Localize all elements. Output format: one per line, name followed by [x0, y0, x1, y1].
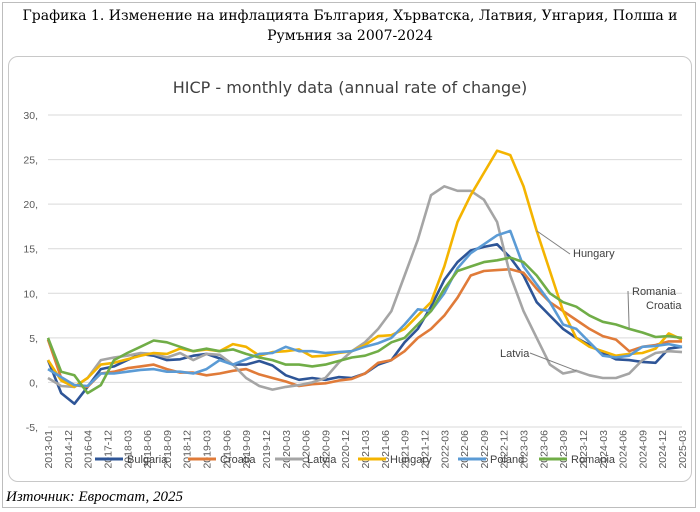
- x-tick-label: 2023-12: [578, 430, 590, 469]
- x-tick-label: 2021-09: [400, 430, 412, 469]
- annotation-leader-romania: [627, 290, 630, 329]
- x-tick-label: 2022-06: [459, 430, 471, 469]
- x-tick-label: 2019-09: [241, 430, 253, 469]
- x-tick-label: 2016-04: [83, 430, 95, 469]
- x-tick-label: 2018-12: [182, 430, 194, 469]
- series-lines: [46, 149, 683, 406]
- x-tick-label: 2024-09: [637, 430, 649, 469]
- y-tick-label: 30,: [23, 110, 38, 122]
- gridlines: [48, 114, 682, 428]
- x-tick-label: 2024-03: [598, 430, 610, 469]
- annotation-croatia: Croatia: [646, 300, 682, 312]
- series-line-bulgaria: [46, 243, 683, 406]
- x-tick-label: 2020-09: [320, 430, 332, 469]
- x-tick-label: 2023-06: [538, 430, 550, 469]
- x-tick-label: 2022-03: [439, 430, 451, 469]
- line-annotations: Hungary Romania Croatia Latvia: [500, 230, 682, 372]
- legend-label-poland: Poland: [490, 454, 524, 466]
- x-tick-label: 2019-03: [202, 430, 214, 469]
- series-line-croatia: [46, 267, 682, 389]
- series-line-hungary: [46, 149, 683, 389]
- x-tick-label: 2023-09: [558, 430, 570, 469]
- x-tick-label: 2020-06: [301, 430, 313, 469]
- x-tick-label: 2017-12: [102, 430, 114, 469]
- x-tick-label: 2020-12: [340, 430, 352, 469]
- y-tick-label: 0,: [29, 377, 38, 389]
- x-tick-label: 2022-12: [499, 430, 511, 469]
- legend-label-romania: Romania: [571, 454, 616, 466]
- series-line-latvia: [47, 185, 683, 391]
- legend-label-hungary: Hungary: [390, 454, 432, 466]
- series-line-romania: [46, 256, 683, 395]
- legend-label-latvia: Latvia: [307, 454, 337, 466]
- chart-title: HICP - monthly data (annual rate of chan…: [173, 78, 528, 97]
- annotation-leader-latvia: [529, 352, 577, 372]
- annotation-romania: Romania: [632, 286, 677, 298]
- x-tick-label: 2018-06: [142, 430, 154, 469]
- x-tick-label: 2021-03: [360, 430, 372, 469]
- y-tick-label: 25,: [23, 155, 38, 167]
- legend-label-croatia: Croatia: [220, 454, 256, 466]
- y-tick-label: 10,: [23, 288, 38, 300]
- y-tick-label: 15,: [23, 244, 38, 256]
- chart-frame: [8, 56, 692, 482]
- x-tick-label: 2019-06: [221, 430, 233, 469]
- x-tick-label: 2024-06: [618, 430, 630, 469]
- x-tick-label: 2018-03: [122, 430, 134, 469]
- y-tick-label: 20,: [23, 199, 38, 211]
- x-tick-label: 2019-12: [261, 430, 273, 469]
- legend-label-bulgaria: Bulgaria: [127, 454, 168, 466]
- annotation-leader-hungary: [536, 230, 571, 255]
- annotation-hungary: Hungary: [573, 248, 615, 260]
- series-line-poland: [47, 229, 683, 388]
- x-tick-label: 2024-12: [657, 430, 669, 469]
- annotation-latvia: Latvia: [500, 348, 530, 360]
- legend: Bulgaria Croatia Latvia Hungary Poland Romani…: [95, 454, 616, 466]
- x-tick-label: 2023-03: [519, 430, 531, 469]
- x-tick-label: 2018-09: [162, 430, 174, 469]
- outer-frame: [2, 2, 696, 508]
- x-tick-label: 2025-03: [677, 430, 689, 469]
- x-tick-label: 2014-12: [63, 430, 75, 469]
- x-tick-label: 2013-01: [43, 430, 55, 469]
- y-tick-label: 5,: [29, 333, 38, 345]
- figure-caption: Графика 1. Изменение на инфлацията Бълга…: [22, 8, 678, 44]
- y-tick-label: -5,: [26, 422, 38, 434]
- x-tick-label: 2021-12: [419, 430, 431, 469]
- source-note: Източник: Евростат, 2025: [6, 489, 184, 505]
- x-tick-label: 2020-03: [281, 430, 293, 469]
- y-axis-tick-labels: -5, 0, 5, 10, 15, 20, 25, 30,: [23, 110, 38, 434]
